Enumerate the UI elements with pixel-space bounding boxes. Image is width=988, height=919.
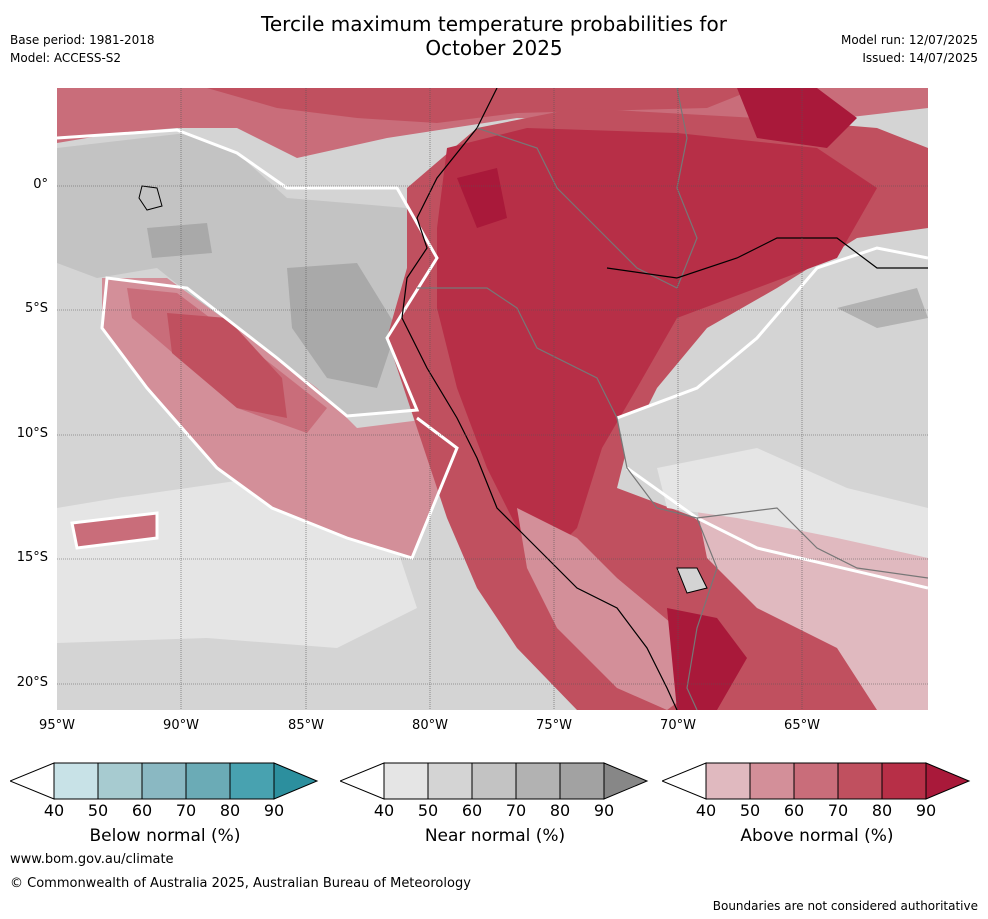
colorbar-below-70: [185, 762, 231, 800]
colorbar-below-80: [229, 762, 275, 800]
colorbar-tick: 50: [739, 801, 761, 820]
colorbar-above-60: [793, 762, 839, 800]
title-line-2: October 2025: [425, 36, 563, 60]
colorbar-tick: 40: [695, 801, 717, 820]
lat-label: 5°S: [24, 301, 48, 316]
colorbar-near-60: [471, 762, 517, 800]
colorbar-tick: 70: [505, 801, 527, 820]
contour-west: [57, 128, 459, 560]
above-70-ocean-core: [167, 313, 287, 418]
coastline: [401, 88, 678, 710]
colorbar-above-70: [837, 762, 883, 800]
colorbar-tick: 70: [827, 801, 849, 820]
colorbar-near-label: Near normal (%): [424, 826, 566, 846]
lon-label: 95°W: [39, 718, 75, 733]
galapagos-islands: [138, 185, 163, 211]
colorbar-above-80: [881, 762, 927, 800]
website-link[interactable]: www.bom.gov.au/climate: [10, 852, 174, 867]
near-normal-80-region: [287, 263, 397, 388]
colorbar-above-extend-low: [662, 762, 707, 800]
colorbar-near-extend-low: [340, 762, 385, 800]
colorbar-below-40: [53, 762, 99, 800]
colorbar-near-extend-high: [603, 762, 649, 800]
colorbar-below-extend-high: [273, 762, 319, 800]
model-run: Model run: 12/07/2025: [840, 33, 978, 47]
title-line-1: Tercile maximum temperature probabilitie…: [261, 12, 727, 36]
lon-label: 80°W: [412, 718, 448, 733]
colorbar-below-60: [141, 762, 187, 800]
gridlines: [57, 88, 928, 710]
above-90-northeast-patch: [737, 88, 857, 148]
meta-right: Model run: 12/07/2025 Issued: 14/07/2025: [841, 31, 978, 67]
issued-date: Issued: 14/07/2025: [862, 51, 978, 65]
model-name: Model: ACCESS-S2: [10, 51, 122, 65]
lat-label: 0°: [33, 177, 48, 192]
above-40-southeast: [697, 508, 928, 710]
lon-label: 75°W: [536, 718, 572, 733]
colorbar-below-label: Below normal (%): [89, 826, 241, 846]
colorbar-near-80: [559, 762, 605, 800]
colorbar-above-50: [749, 762, 795, 800]
colorbar-tick: 90: [593, 801, 615, 820]
lon-label: 65°W: [784, 718, 820, 733]
colorbar-above-40: [705, 762, 751, 800]
colorbar-tick: 80: [219, 801, 241, 820]
copyright-text: © Commonwealth of Australia 2025, Austra…: [10, 876, 471, 891]
contour-ocean-strip: [70, 511, 159, 550]
lat-label: 20°S: [16, 675, 48, 690]
colorbar-tick: 60: [461, 801, 483, 820]
colorbar-below: [10, 762, 319, 800]
colorbar-tick: 90: [263, 801, 285, 820]
base-period: Base period: 1981-2018: [10, 33, 155, 47]
colorbar-tick: 40: [373, 801, 395, 820]
colorbar-above-label: Above normal (%): [740, 826, 894, 846]
colorbar-above: [662, 762, 971, 800]
near-normal-70-east: [837, 288, 928, 328]
colorbar-tick: 80: [871, 801, 893, 820]
lat-label: 15°S: [16, 550, 48, 565]
amazon-river: [606, 237, 928, 279]
colorbar-near-40: [383, 762, 429, 800]
above-50-coastal: [517, 508, 697, 710]
boundary-brazil: [676, 88, 698, 289]
lon-label: 70°W: [660, 718, 696, 733]
above-80-andes: [437, 128, 877, 558]
colorbar-tick: 40: [43, 801, 65, 820]
lon-label: 90°W: [163, 718, 199, 733]
lake-titicaca: [676, 567, 708, 594]
colorbar-tick: 90: [915, 801, 937, 820]
contour-southeast: [626, 466, 928, 590]
lat-label: 10°S: [16, 426, 48, 441]
colorbar-near-70: [515, 762, 561, 800]
colorbar-near: [340, 762, 649, 800]
lon-label: 85°W: [288, 718, 324, 733]
meta-left: Base period: 1981-2018 Model: ACCESS-S2: [10, 31, 155, 67]
colorbar-tick: 50: [87, 801, 109, 820]
contour-east: [616, 246, 928, 420]
colorbar-above-extend-high: [925, 762, 971, 800]
colorbar-tick: 60: [783, 801, 805, 820]
colorbar-below-extend-low: [10, 762, 55, 800]
colorbar-tick: 80: [549, 801, 571, 820]
boundary-ecuador-colombia: [476, 127, 678, 289]
colorbar-tick: 50: [417, 801, 439, 820]
disclaimer-text: Boundaries are not considered authoritat…: [712, 899, 978, 913]
near-normal-40-east: [657, 448, 928, 558]
boundary-bolivia: [696, 507, 928, 579]
above-70-north-band: [207, 88, 757, 123]
near-normal-80-patch: [147, 223, 212, 258]
map-fill: [57, 88, 928, 710]
colorbar-tick: 70: [175, 801, 197, 820]
colorbar-tick: 60: [131, 801, 153, 820]
probability-map: [57, 88, 928, 710]
colorbar-near-50: [427, 762, 473, 800]
boundary-peru: [417, 287, 718, 710]
above-90-north-patch: [457, 168, 507, 228]
chart-title: Tercile maximum temperature probabilitie…: [0, 12, 988, 60]
colorbar-below-50: [97, 762, 143, 800]
